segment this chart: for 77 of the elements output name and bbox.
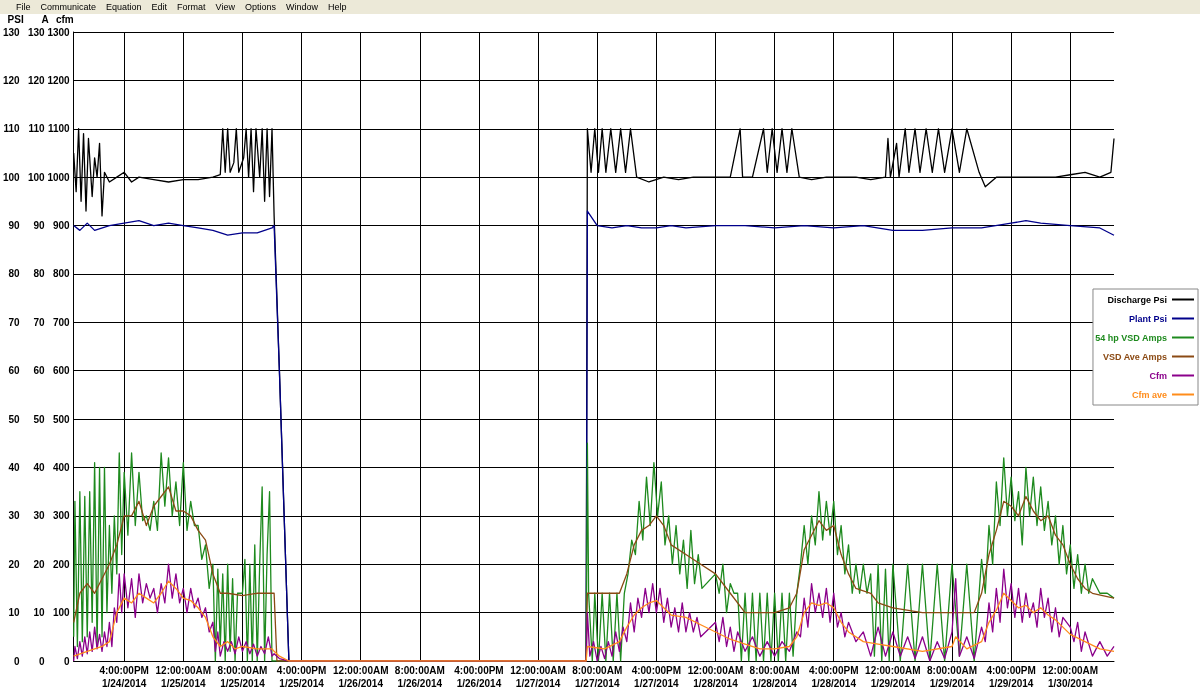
y3-tick-label: 100	[53, 607, 71, 619]
y-tick-label: 70	[8, 316, 21, 328]
y2-tick-label: 50	[33, 413, 46, 425]
legend-label: Plant Psi	[1128, 313, 1167, 324]
y3-tick-label: 200	[53, 558, 71, 570]
legend-label: Discharge Psi	[1107, 294, 1167, 305]
x-tick-label: 12:00:00AM 1/25/2014	[155, 665, 212, 689]
legend-label: VSD Ave Amps	[1102, 351, 1167, 362]
y2-tick-label: 90	[33, 220, 46, 232]
y-axis-title: PSI	[7, 13, 24, 25]
y3-tick-label: 500	[53, 413, 71, 425]
y-tick-label: 100	[3, 171, 21, 183]
y3-tick-label: 1200	[47, 74, 71, 86]
y3-tick-label: 400	[53, 461, 71, 473]
y-tick-label: 120	[3, 74, 21, 86]
x-tick-label: 12:00:00AM 1/28/2014	[687, 665, 744, 689]
y2-tick-label: 120	[28, 74, 46, 86]
x-tick-label: 12:00:00AM 1/30/2014	[1042, 665, 1099, 689]
y2-tick-label: 60	[33, 365, 46, 377]
x-tick-label: 8:00:00AM 1/25/2014	[217, 665, 268, 689]
x-tick-label: 4:00:00PM 1/24/2014	[99, 665, 149, 689]
y3-tick-label: 600	[53, 365, 71, 377]
text: Window	[286, 2, 319, 12]
y3-tick-label: 1000	[47, 171, 71, 183]
y3-tick-label: 1100	[47, 123, 71, 135]
text: Equation	[106, 2, 142, 12]
y2-tick-label: 10	[33, 607, 46, 619]
text: Edit	[151, 2, 168, 12]
y-tick-label: 110	[3, 123, 21, 135]
y2-tick-label: 130	[28, 26, 46, 38]
x-tick-label: 8:00:00AM 1/28/2014	[749, 665, 800, 689]
y-tick-label: 10	[8, 607, 21, 619]
x-tick-label: 8:00:00AM 1/26/2014	[394, 665, 445, 689]
x-tick-label: 4:00:00PM 1/27/2014	[631, 665, 682, 689]
y3-tick-label: 300	[53, 510, 71, 522]
text: View	[215, 2, 235, 12]
x-tick-label: 4:00:00PM 1/28/2014	[809, 665, 859, 689]
y2-tick-label: 70	[33, 316, 46, 328]
text: Communicate	[40, 2, 97, 12]
x-tick-label: 4:00:00PM 1/26/2014	[454, 665, 504, 689]
y3-axis-title: cfm	[55, 13, 74, 25]
text: Help	[328, 2, 347, 12]
y-tick-label: 40	[8, 461, 21, 473]
legend-label: 54 hp VSD Amps	[1095, 332, 1167, 343]
x-tick-label: 12:00:00AM 1/29/2014	[865, 665, 921, 689]
y3-tick-label: 800	[53, 268, 71, 280]
y-tick-label: 60	[8, 365, 21, 377]
y-tick-label: 30	[8, 510, 21, 522]
y-tick-label: 20	[8, 558, 21, 570]
x-tick-label: 12:00:00AM 1/27/2014	[510, 665, 566, 689]
text: Options	[244, 2, 276, 12]
y-tick-label: 0	[14, 655, 21, 667]
y2-tick-label: 40	[33, 461, 46, 473]
x-tick-label: 4:00:00PM 1/25/2014	[276, 665, 327, 689]
y2-tick-label: 0	[39, 655, 46, 667]
y2-tick-label: 30	[33, 510, 46, 522]
y3-tick-label: 0	[64, 655, 71, 667]
y2-tick-label: 20	[33, 558, 46, 570]
x-tick-label: 8:00:00AM 1/29/2014	[926, 665, 978, 689]
y3-tick-label: 700	[53, 316, 71, 328]
x-tick-label: 12:00:00AM 1/26/2014	[332, 665, 389, 689]
x-tick-label: 8:00:00AM 1/27/2014	[572, 665, 623, 689]
y3-tick-label: 900	[53, 220, 71, 232]
y2-tick-label: 110	[28, 123, 46, 135]
y-tick-label: 90	[8, 220, 21, 232]
y2-tick-label: 100	[28, 171, 46, 183]
legend-label: Cfm ave	[1131, 389, 1167, 400]
text: Format	[177, 2, 206, 12]
x-tick-label: 4:00:00PM 1/29/2014	[986, 665, 1036, 689]
text: File	[16, 2, 31, 12]
y3-tick-label: 1300	[47, 26, 71, 38]
y2-axis-title: A	[41, 13, 49, 25]
y-tick-label: 130	[3, 26, 21, 38]
y2-tick-label: 80	[33, 268, 46, 280]
legend-label: Cfm	[1149, 370, 1167, 381]
y-tick-label: 80	[8, 268, 21, 280]
y-tick-label: 50	[8, 413, 21, 425]
